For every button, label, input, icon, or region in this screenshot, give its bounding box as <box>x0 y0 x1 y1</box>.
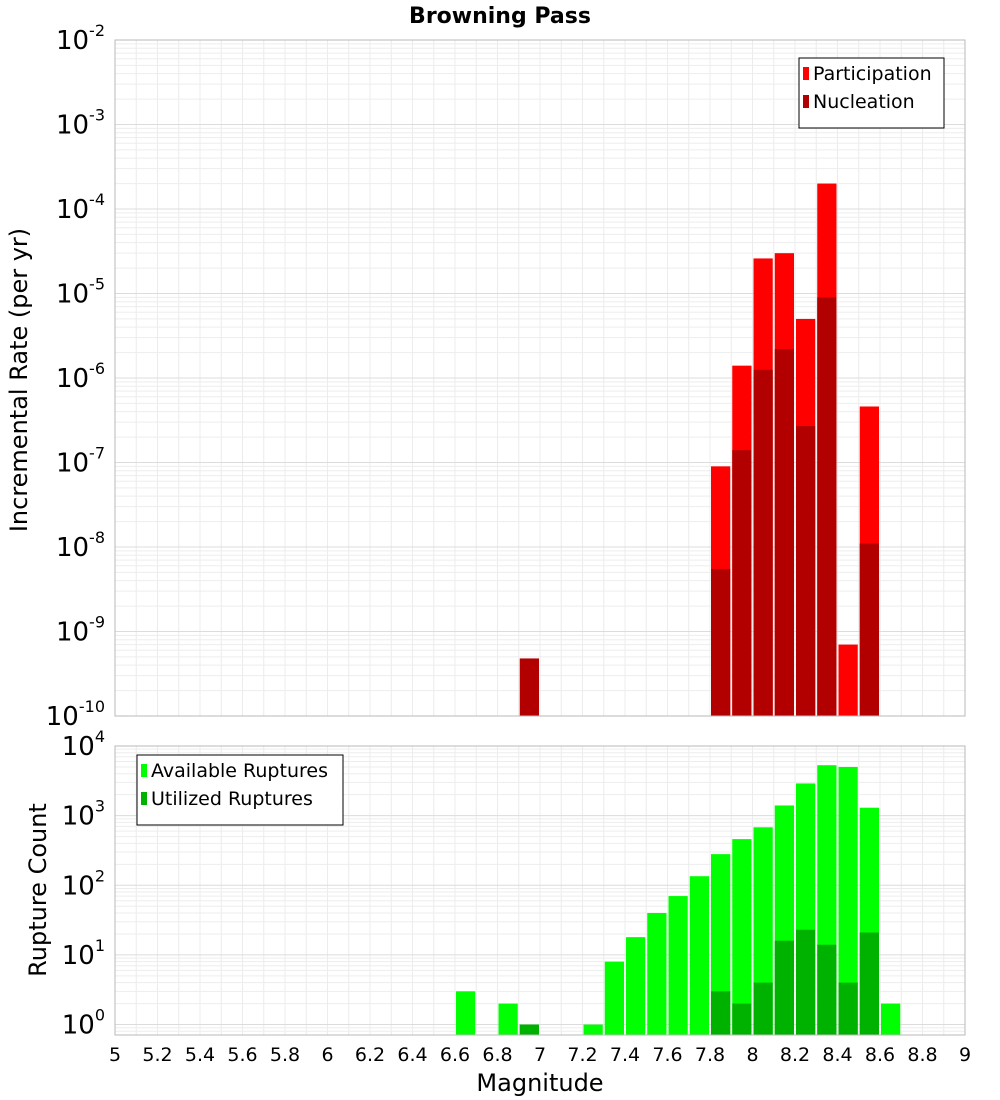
bar-utilized-ruptures <box>838 982 858 1035</box>
top-y-axis-label: Incremental Rate (per yr) <box>5 228 33 532</box>
y-tick-label: 10-10 <box>46 697 105 732</box>
y-tick-label: 10-2 <box>56 21 105 56</box>
top-plot-area <box>114 39 966 717</box>
bar-available-ruptures <box>689 876 709 1035</box>
y-tick-label: 10-7 <box>56 444 105 479</box>
x-tick-label: 5.6 <box>227 1044 257 1066</box>
x-tick-label: 6 <box>321 1044 333 1066</box>
x-tick-label: 7.2 <box>567 1044 597 1066</box>
x-tick-label: 6.6 <box>440 1044 470 1066</box>
y-tick-label: 10-9 <box>56 613 105 648</box>
bar-available-ruptures <box>626 937 646 1035</box>
legend-label: Available Ruptures <box>151 760 328 782</box>
x-tick-label: 8.8 <box>907 1044 937 1066</box>
bar-available-ruptures <box>668 896 688 1035</box>
bar-utilized-ruptures <box>796 929 816 1035</box>
bar-available-ruptures <box>838 766 858 1035</box>
bar-utilized-ruptures <box>753 982 773 1035</box>
bar-utilized-ruptures <box>732 1003 752 1035</box>
legend-box <box>798 57 945 129</box>
legend-swatch <box>141 764 147 777</box>
bar-nucleation <box>711 568 731 716</box>
bar-nucleation <box>732 450 752 716</box>
y-tick-label: 100 <box>62 1006 105 1041</box>
legend-swatch <box>803 67 809 80</box>
x-tick-label: 8.2 <box>780 1044 810 1066</box>
y-tick-label: 10-3 <box>56 106 105 141</box>
x-tick-label: 6.2 <box>355 1044 385 1066</box>
bottom-y-axis-label: Rupture Count <box>24 803 52 977</box>
x-axis-ticks: 5 5.2 5.4 5.6 5.8 6 6.2 6.4 6.6 6.8 7 7.2 7.4 7.6 7.8 8… <box>109 1044 971 1066</box>
x-tick-label: 7.4 <box>610 1044 640 1066</box>
bar-nucleation <box>519 658 539 716</box>
bar-nucleation <box>859 543 879 716</box>
y-tick-label: 101 <box>62 936 105 971</box>
x-tick-label: 6.4 <box>397 1044 427 1066</box>
bottom-plot-area <box>114 745 966 1036</box>
legend-swatch <box>141 792 147 805</box>
bar-nucleation <box>753 369 773 716</box>
x-tick-label: 5.8 <box>270 1044 300 1066</box>
bar-available-ruptures <box>583 1024 603 1035</box>
x-tick-label: 8 <box>746 1044 758 1066</box>
x-tick-label: 9 <box>959 1044 971 1066</box>
y-tick-label: 10-5 <box>56 275 105 310</box>
x-axis-label: Magnitude <box>476 1069 603 1097</box>
y-tick-label: 103 <box>62 797 105 832</box>
bar-utilized-ruptures <box>711 991 731 1035</box>
bar-utilized-ruptures <box>859 932 879 1035</box>
bar-available-ruptures <box>732 839 752 1035</box>
bar-participation <box>838 644 858 716</box>
x-tick-label: 7 <box>534 1044 546 1066</box>
x-tick-label: 8.4 <box>822 1044 852 1066</box>
bottom-legend: Available Ruptures Utilized Ruptures <box>136 754 344 826</box>
y-tick-label: 102 <box>62 866 105 901</box>
top-legend: Participation Nucleation <box>798 57 945 129</box>
top-plot-grid <box>115 40 965 716</box>
bottom-plot-bars <box>456 765 901 1035</box>
legend-label: Nucleation <box>813 91 915 113</box>
bar-available-ruptures <box>604 961 624 1035</box>
bar-nucleation <box>796 426 816 716</box>
x-tick-label: 5 <box>109 1044 121 1066</box>
legend-swatch <box>803 95 809 108</box>
x-tick-label: 5.4 <box>185 1044 215 1066</box>
y-tick-label: 10-4 <box>56 190 105 225</box>
y-tick-label: 10-6 <box>56 359 105 394</box>
legend-label: Utilized Ruptures <box>151 788 313 810</box>
bar-utilized-ruptures <box>774 940 794 1035</box>
bar-available-ruptures <box>498 1003 518 1035</box>
bar-available-ruptures <box>881 1003 901 1035</box>
y-tick-label: 10-8 <box>56 528 105 563</box>
legend-box <box>136 754 344 826</box>
bar-available-ruptures <box>647 912 667 1035</box>
bar-utilized-ruptures <box>817 944 837 1035</box>
bar-nucleation <box>774 349 794 716</box>
x-tick-label: 7.8 <box>695 1044 725 1066</box>
top-y-axis-ticks: 10-10 10-9 10-8 10-7 10-6 10-5 10-4 10-3 10-2 <box>46 21 105 732</box>
x-tick-label: 7.6 <box>652 1044 682 1066</box>
top-plot-bars <box>519 183 879 716</box>
bar-utilized-ruptures <box>519 1024 539 1035</box>
x-tick-label: 8.6 <box>865 1044 895 1066</box>
y-tick-label: 104 <box>62 727 105 762</box>
bar-available-ruptures <box>711 854 731 1035</box>
bar-available-ruptures <box>456 991 476 1035</box>
legend-label: Participation <box>813 63 932 85</box>
bar-nucleation <box>817 297 837 716</box>
x-tick-label: 5.2 <box>142 1044 172 1066</box>
bottom-y-axis-ticks: 100 101 102 103 104 <box>62 727 105 1041</box>
chart-title: Browning Pass <box>409 4 591 29</box>
x-tick-label: 6.8 <box>482 1044 512 1066</box>
